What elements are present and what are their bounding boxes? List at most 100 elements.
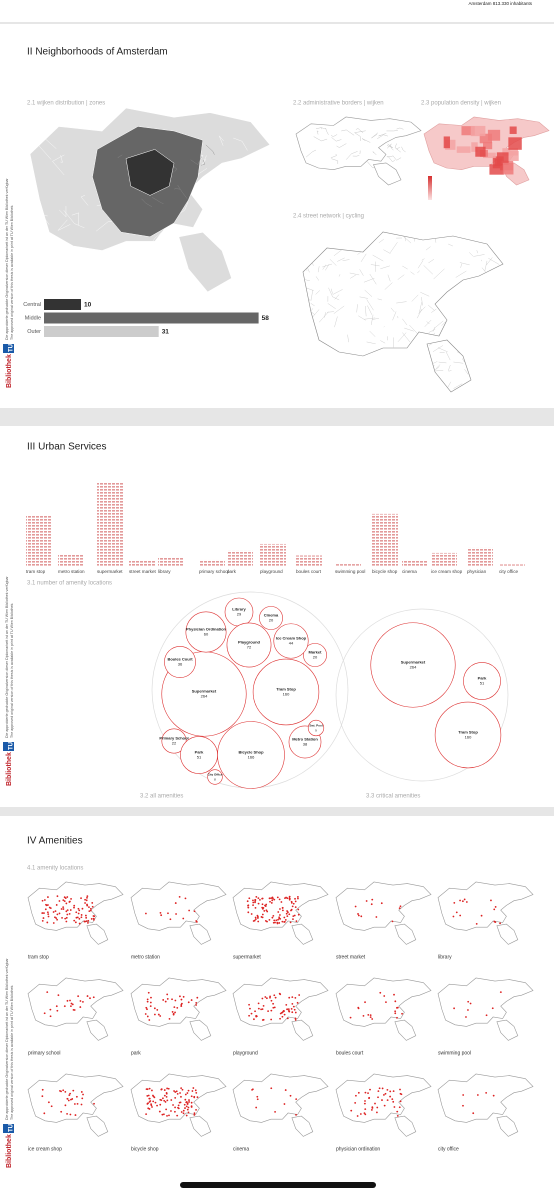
street bbox=[315, 290, 320, 295]
location-dot bbox=[149, 1005, 152, 1008]
street bbox=[331, 288, 333, 294]
location-dot bbox=[289, 1094, 292, 1097]
map-border bbox=[354, 132, 361, 142]
density-cell bbox=[443, 136, 450, 149]
map-label: primary school bbox=[28, 1050, 61, 1056]
bubble-label: Cinema bbox=[264, 613, 279, 618]
map-border bbox=[32, 124, 57, 149]
map-border bbox=[147, 224, 172, 249]
location-dot bbox=[158, 1110, 161, 1113]
location-dot bbox=[159, 1103, 162, 1106]
location-dot bbox=[265, 997, 268, 1000]
location-dot bbox=[295, 1113, 297, 1116]
location-dot bbox=[180, 1005, 183, 1008]
street bbox=[319, 311, 329, 323]
location-dot bbox=[183, 1103, 186, 1106]
location-dot bbox=[62, 906, 65, 909]
map-border bbox=[386, 130, 398, 132]
location-dot bbox=[41, 899, 44, 902]
location-dot bbox=[185, 1114, 188, 1117]
location-dot bbox=[83, 920, 86, 923]
map-border bbox=[52, 154, 65, 176]
map-border bbox=[331, 137, 342, 142]
location-dot bbox=[43, 1012, 46, 1015]
location-dot bbox=[65, 920, 68, 923]
caption: 3.2 all amenities bbox=[140, 794, 183, 800]
location-dot bbox=[293, 1008, 296, 1011]
location-dot bbox=[56, 913, 59, 916]
location-dot bbox=[248, 897, 251, 900]
location-dot bbox=[254, 918, 257, 921]
location-dot bbox=[297, 908, 300, 911]
location-dot bbox=[262, 1018, 265, 1021]
location-dot bbox=[66, 909, 69, 912]
location-dot bbox=[146, 1088, 149, 1091]
street bbox=[363, 278, 375, 283]
location-dot bbox=[355, 1094, 357, 1097]
bubble bbox=[252, 658, 320, 726]
stamp-text: Die approbierte gedruckte Originalversio… bbox=[5, 957, 9, 1120]
location-dot bbox=[147, 1102, 149, 1105]
location-dot bbox=[188, 1101, 190, 1103]
bubble-label: Supermarket bbox=[192, 689, 217, 694]
map-border bbox=[229, 162, 239, 175]
location-dot bbox=[44, 908, 47, 911]
street bbox=[456, 351, 462, 355]
location-dot bbox=[61, 916, 63, 919]
street bbox=[424, 319, 432, 327]
map-label: ice cream shop bbox=[28, 1146, 62, 1152]
location-dot bbox=[257, 917, 259, 919]
caption: 2.1 wijken distribution | zones bbox=[27, 101, 105, 107]
map-border bbox=[201, 155, 207, 166]
location-dot bbox=[260, 1008, 263, 1011]
map-border bbox=[367, 161, 375, 169]
street bbox=[380, 265, 390, 269]
location-dot bbox=[284, 1089, 287, 1091]
location-dot bbox=[485, 1091, 488, 1094]
bubble bbox=[161, 728, 187, 754]
location-dot bbox=[144, 1013, 147, 1015]
location-dot bbox=[272, 1002, 275, 1005]
location-dot bbox=[47, 913, 50, 916]
density-cell bbox=[482, 152, 496, 159]
location-dot bbox=[294, 997, 297, 999]
bubble-value: 29 bbox=[237, 612, 242, 617]
location-dot bbox=[247, 904, 250, 907]
location-dot bbox=[357, 1091, 360, 1094]
location-dot bbox=[278, 898, 281, 901]
location-dot bbox=[193, 1096, 196, 1099]
location-dot bbox=[271, 899, 274, 902]
stamp-logo-text: Bibliothek bbox=[6, 752, 13, 786]
map-border bbox=[218, 218, 242, 234]
street bbox=[366, 341, 376, 345]
location-dot bbox=[195, 1004, 198, 1006]
location-dot bbox=[80, 1091, 83, 1093]
location-dot bbox=[295, 920, 298, 923]
location-dot bbox=[190, 999, 193, 1001]
location-dot bbox=[153, 1007, 156, 1010]
location-dot bbox=[290, 1007, 293, 1010]
location-dot bbox=[63, 1005, 66, 1008]
caption: 4.1 amenity locations bbox=[27, 866, 83, 872]
bubble-label: Park bbox=[195, 750, 204, 755]
location-dot bbox=[80, 897, 82, 900]
location-dot bbox=[177, 1104, 180, 1107]
location-dot bbox=[281, 920, 284, 923]
map-label: cinema bbox=[233, 1146, 249, 1152]
location-dot bbox=[475, 923, 478, 925]
count-label: primary school bbox=[199, 569, 229, 574]
map-label: bicycle shop bbox=[131, 1146, 159, 1152]
location-dot bbox=[369, 1088, 371, 1091]
location-dot bbox=[378, 1087, 381, 1090]
location-dot bbox=[161, 1113, 164, 1116]
location-dot bbox=[74, 921, 77, 924]
location-dot bbox=[93, 1102, 95, 1105]
location-dot bbox=[364, 1100, 366, 1102]
bubble-value: 22 bbox=[172, 741, 177, 746]
location-dot bbox=[246, 900, 249, 903]
street bbox=[356, 304, 358, 313]
street bbox=[434, 370, 444, 372]
street bbox=[425, 246, 431, 251]
street bbox=[453, 361, 464, 364]
